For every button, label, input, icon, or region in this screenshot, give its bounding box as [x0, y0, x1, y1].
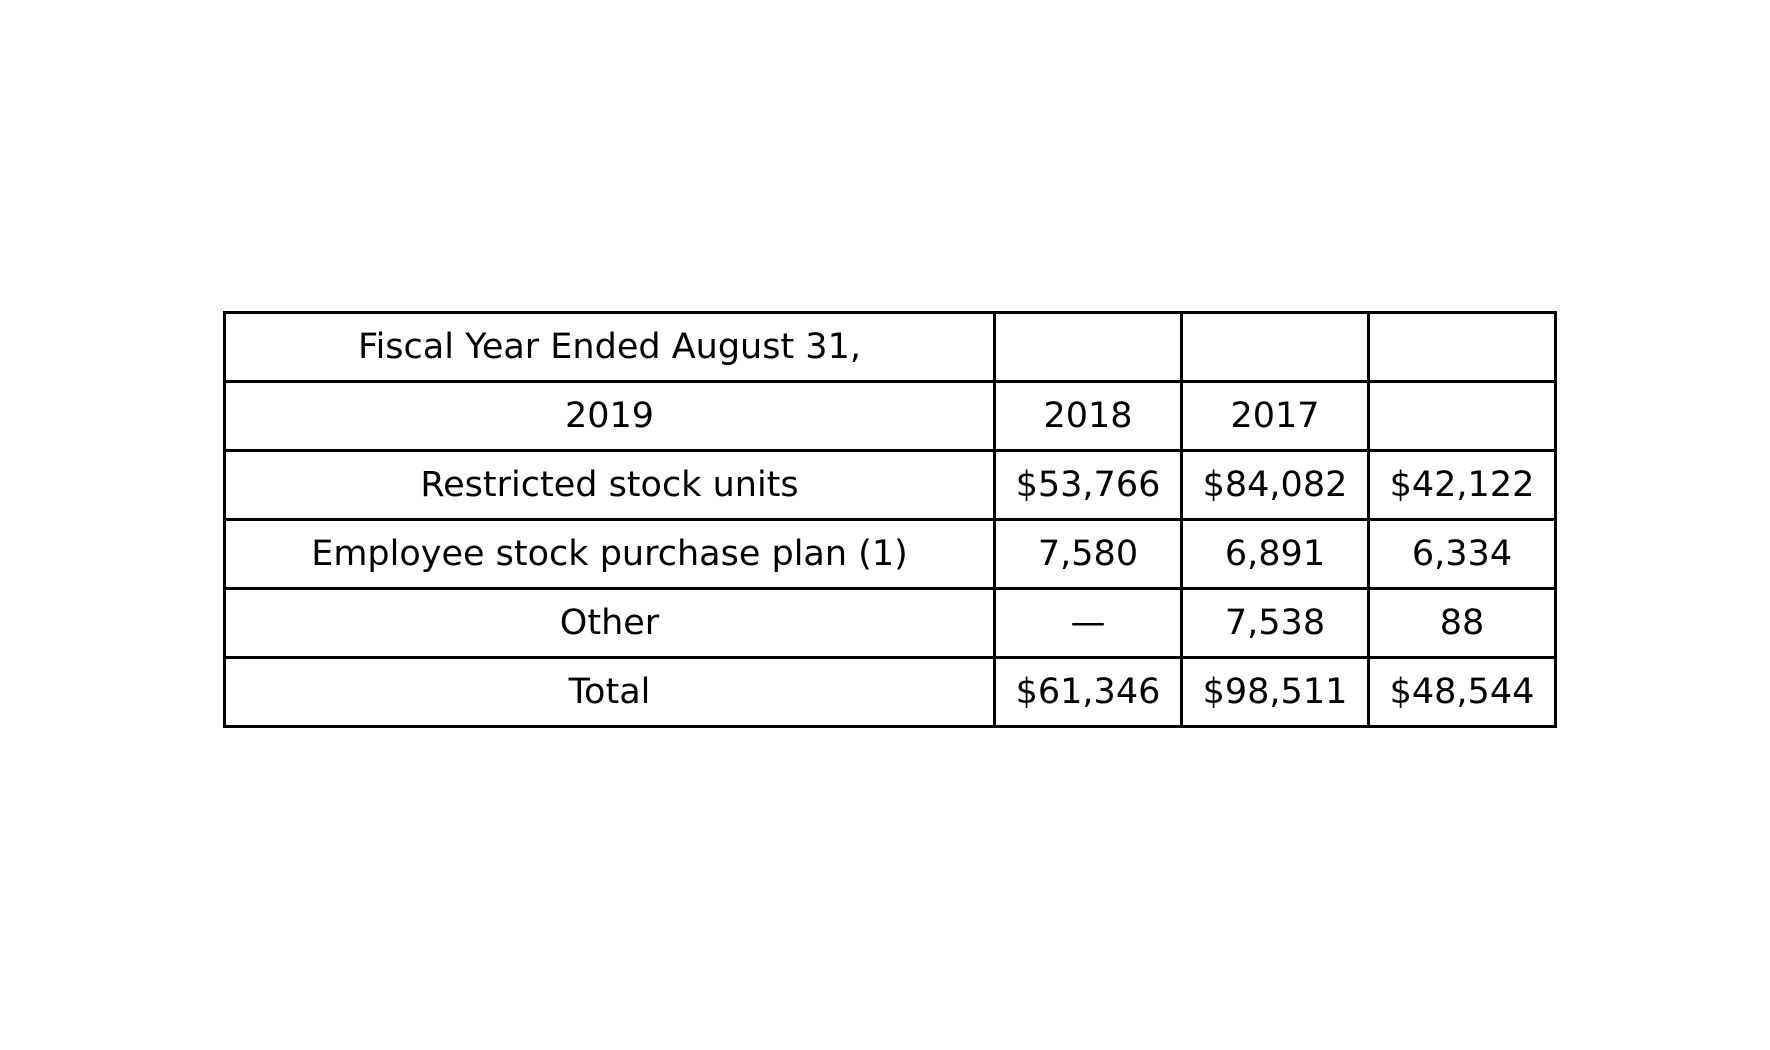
header-empty-cell [1367, 311, 1557, 383]
table-cell: 7,538 [1180, 587, 1370, 659]
table-cell: 7,580 [993, 518, 1183, 590]
header-year-2018: 2018 [993, 380, 1183, 452]
row-label: Restricted stock units [223, 449, 996, 521]
table-cell: $42,122 [1367, 449, 1557, 521]
table-cell: 88 [1367, 587, 1557, 659]
row-label: Total [223, 656, 996, 728]
header-empty-cell [1180, 311, 1370, 383]
table-row: Other — 7,538 88 [223, 587, 1557, 659]
header-empty-cell [1367, 380, 1557, 452]
header-row-fiscal-year: Fiscal Year Ended August 31, [223, 311, 1557, 383]
table-row-total: Total $61,346 $98,511 $48,544 [223, 656, 1557, 728]
table-cell: $48,544 [1367, 656, 1557, 728]
table-cell: $84,082 [1180, 449, 1370, 521]
stock-compensation-table: Fiscal Year Ended August 31, 2019 2018 2… [223, 311, 1557, 728]
table-cell: $61,346 [993, 656, 1183, 728]
table-row: Restricted stock units $53,766 $84,082 $… [223, 449, 1557, 521]
row-label: Other [223, 587, 996, 659]
row-label: Employee stock purchase plan (1) [223, 518, 996, 590]
table-container: Fiscal Year Ended August 31, 2019 2018 2… [223, 311, 1557, 728]
header-year-2019: 2019 [223, 380, 996, 452]
table-cell: 6,891 [1180, 518, 1370, 590]
header-row-years: 2019 2018 2017 [223, 380, 1557, 452]
header-fiscal-year-label: Fiscal Year Ended August 31, [223, 311, 996, 383]
header-empty-cell [993, 311, 1183, 383]
table-row: Employee stock purchase plan (1) 7,580 6… [223, 518, 1557, 590]
table-cell: $98,511 [1180, 656, 1370, 728]
table-cell: $53,766 [993, 449, 1183, 521]
header-year-2017: 2017 [1180, 380, 1370, 452]
table-cell: — [993, 587, 1183, 659]
table-cell: 6,334 [1367, 518, 1557, 590]
